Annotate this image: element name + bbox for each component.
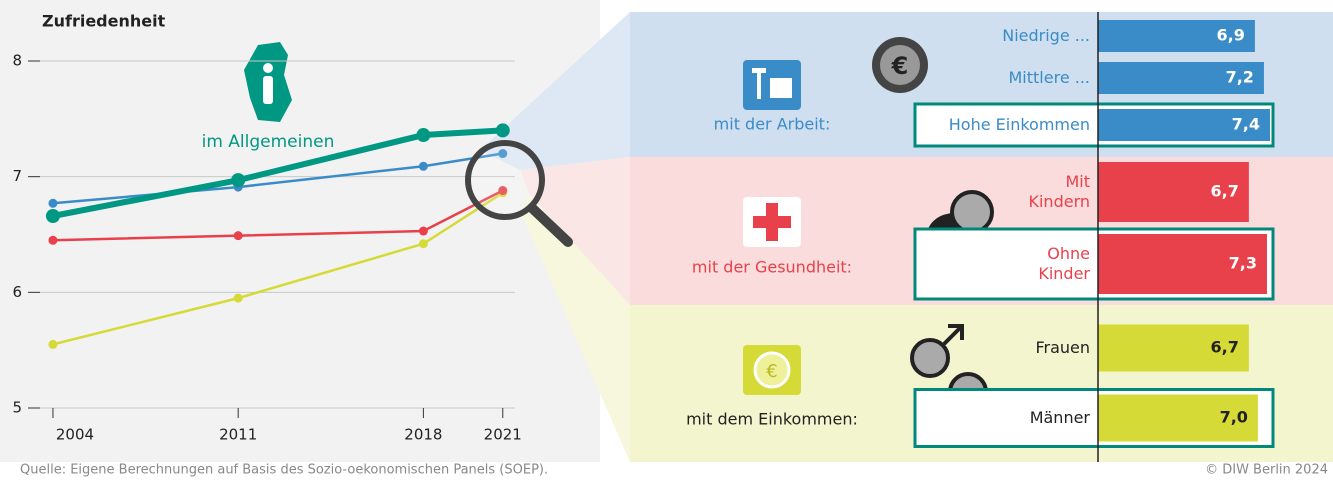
male-icon [910, 338, 950, 378]
category-label: Frauen [1035, 338, 1090, 357]
series-line [52, 191, 504, 346]
left-background [0, 0, 600, 462]
cone-red [520, 157, 630, 305]
category-label: Mittlere ... [1008, 68, 1091, 87]
pacifier-icon [950, 190, 994, 234]
data-point [418, 239, 428, 249]
value-label: 6,9 [1217, 26, 1245, 45]
y-tick-label: 6 [12, 283, 22, 301]
data-point [416, 128, 431, 143]
category-label-box: Niedrige ... [1002, 26, 1090, 45]
category-label-box: Mittlere ... [1008, 68, 1091, 87]
male-icon [942, 324, 964, 346]
value-label: 7,2 [1226, 68, 1254, 87]
category-label-box: Frauen [1035, 338, 1090, 357]
data-point [495, 123, 510, 138]
y-tick-label: 5 [12, 399, 22, 417]
group-label: mit der Arbeit: [714, 115, 831, 134]
work-icon [757, 73, 761, 99]
category-label-box: Hohe Einkommen [948, 115, 1090, 134]
work-icon [752, 68, 766, 73]
data-point [233, 293, 243, 303]
x-tick-label: 2021 [484, 426, 522, 444]
y-axis-label: Zufriedenheit [42, 12, 166, 31]
y-tick-label: 7 [12, 167, 22, 185]
bar [1098, 62, 1264, 94]
value-label: 7,4 [1232, 115, 1260, 134]
health-icon [753, 216, 791, 228]
euro-coin-icon [880, 45, 920, 85]
source-note: Quelle: Eigene Berechnungen auf Basis de… [20, 463, 548, 478]
data-point [231, 173, 246, 188]
income-icon [753, 351, 791, 389]
cone-yellow [520, 195, 630, 462]
group-label: mit der Gesundheit: [692, 258, 852, 277]
bar [1098, 324, 1249, 372]
category-label-box: Männer [1029, 408, 1090, 427]
data-point [45, 208, 60, 223]
category-label: Hohe Einkommen [948, 115, 1090, 134]
x-tick-label: 2011 [219, 426, 257, 444]
work-icon [770, 78, 792, 98]
value-label: 6,7 [1211, 338, 1239, 357]
data-point [418, 226, 428, 236]
bar [1098, 234, 1267, 294]
data-point [498, 186, 508, 196]
data-point [48, 339, 58, 349]
male-icon [948, 324, 964, 340]
category-label: Niedrige ... [1002, 26, 1090, 45]
person-icon [263, 76, 273, 104]
series-label: im Allgemeinen [202, 132, 335, 152]
euro-symbol: € [891, 52, 909, 80]
value-label: 7,3 [1229, 254, 1257, 273]
category-label: Männer [1029, 408, 1090, 427]
group-label: mit dem Einkommen: [686, 410, 858, 429]
category-label: Mit Kindern [1028, 172, 1090, 211]
copyright: © DIW Berlin 2024 [1205, 463, 1328, 478]
category-label: Ohne Kinder [1038, 244, 1090, 283]
data-point [418, 161, 428, 171]
category-label-box: Ohne Kinder [1038, 244, 1090, 283]
data-point [48, 235, 58, 245]
x-tick-label: 2018 [404, 426, 442, 444]
bar [1098, 394, 1258, 442]
data-point [48, 198, 58, 208]
category-label-box: Mit Kindern [1028, 172, 1090, 211]
y-tick-label: 8 [12, 52, 22, 70]
bar [1098, 162, 1249, 222]
magnifier-handle [527, 203, 573, 247]
x-tick-label: 2004 [56, 426, 94, 444]
value-label: 7,0 [1220, 408, 1248, 427]
magnifier [465, 140, 545, 220]
data-point [233, 231, 243, 241]
data-point [498, 149, 508, 159]
series-line [52, 189, 504, 242]
bar [1098, 20, 1255, 52]
person-icon [263, 63, 273, 73]
series-line [52, 127, 503, 219]
cone-blue [480, 12, 630, 170]
euro-symbol: € [766, 361, 777, 382]
bar [1098, 109, 1270, 141]
value-label: 6,7 [1211, 182, 1239, 201]
